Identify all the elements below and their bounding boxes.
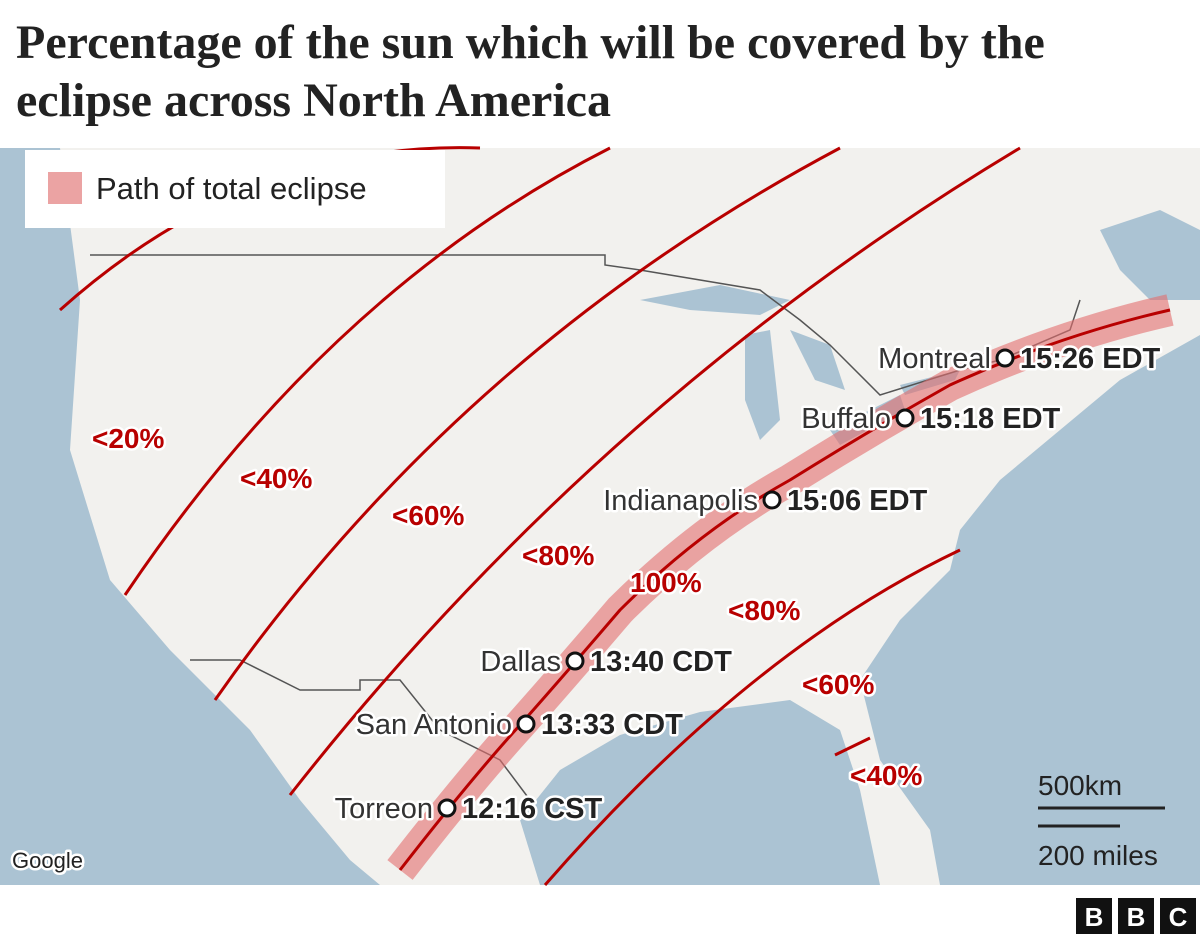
city-marker (437, 798, 457, 818)
contour-lines (59, 146, 1021, 886)
logo-letter: B (1085, 902, 1104, 932)
legend-swatch (48, 172, 82, 204)
zone-label: <60% (392, 500, 464, 531)
city-time: 12:16 CST (462, 793, 603, 825)
pacific-ocean (0, 148, 380, 885)
city-name: Montreal (878, 343, 991, 375)
great-lakes (640, 285, 960, 445)
zone-label: <60% (802, 669, 874, 700)
city-time: 13:33 CDT (541, 709, 683, 741)
gulf-of-mexico (520, 700, 880, 885)
zone-label: <20% (92, 423, 164, 454)
contour-line (123, 146, 611, 596)
city-marker (762, 490, 782, 510)
zone-label: <40% (240, 463, 312, 494)
city-name: Dallas (480, 646, 561, 678)
city-name: Buffalo (801, 403, 891, 435)
city-time: 13:40 CDT (590, 646, 732, 678)
city-marker (565, 651, 585, 671)
zone-label: <80% (522, 540, 594, 571)
attribution: Google (12, 848, 83, 873)
city-name: Torreon (335, 793, 433, 825)
logo-block (1118, 898, 1154, 934)
logo-block (1160, 898, 1196, 934)
title: Percentage of the sun which will be cove… (16, 16, 1045, 127)
gulf-st-lawrence (1100, 210, 1200, 300)
legend-label: Path of total eclipse (96, 171, 367, 206)
zone-label: 100% (630, 567, 702, 598)
city-name: San Antonio (356, 709, 512, 741)
city-name: Indianapolis (603, 485, 758, 517)
scale-km: 500km (1038, 770, 1122, 801)
city-marker (516, 714, 536, 734)
contour-line (834, 736, 871, 757)
city-marker (895, 408, 915, 428)
city-time: 15:06 EDT (787, 485, 928, 517)
city-marker (995, 348, 1015, 368)
logo-letter: B (1127, 902, 1146, 932)
city-time: 15:18 EDT (920, 403, 1061, 435)
zone-label: <80% (728, 595, 800, 626)
contour-line (288, 146, 1021, 796)
scale-miles: 200 miles (1038, 840, 1158, 871)
atlantic-ocean (860, 335, 1200, 885)
logo-letter: C (1169, 902, 1188, 932)
totality-centerline (398, 308, 1171, 871)
contour-line (543, 548, 961, 886)
logo-block (1076, 898, 1112, 934)
legend-box (25, 150, 445, 228)
city-time: 15:26 EDT (1020, 343, 1161, 375)
labels: <20% <40% <60% <80% 100% <80% <60% <40% Montreal… (90, 341, 1164, 828)
contour-line (213, 146, 841, 701)
zone-label: <40% (850, 760, 922, 791)
